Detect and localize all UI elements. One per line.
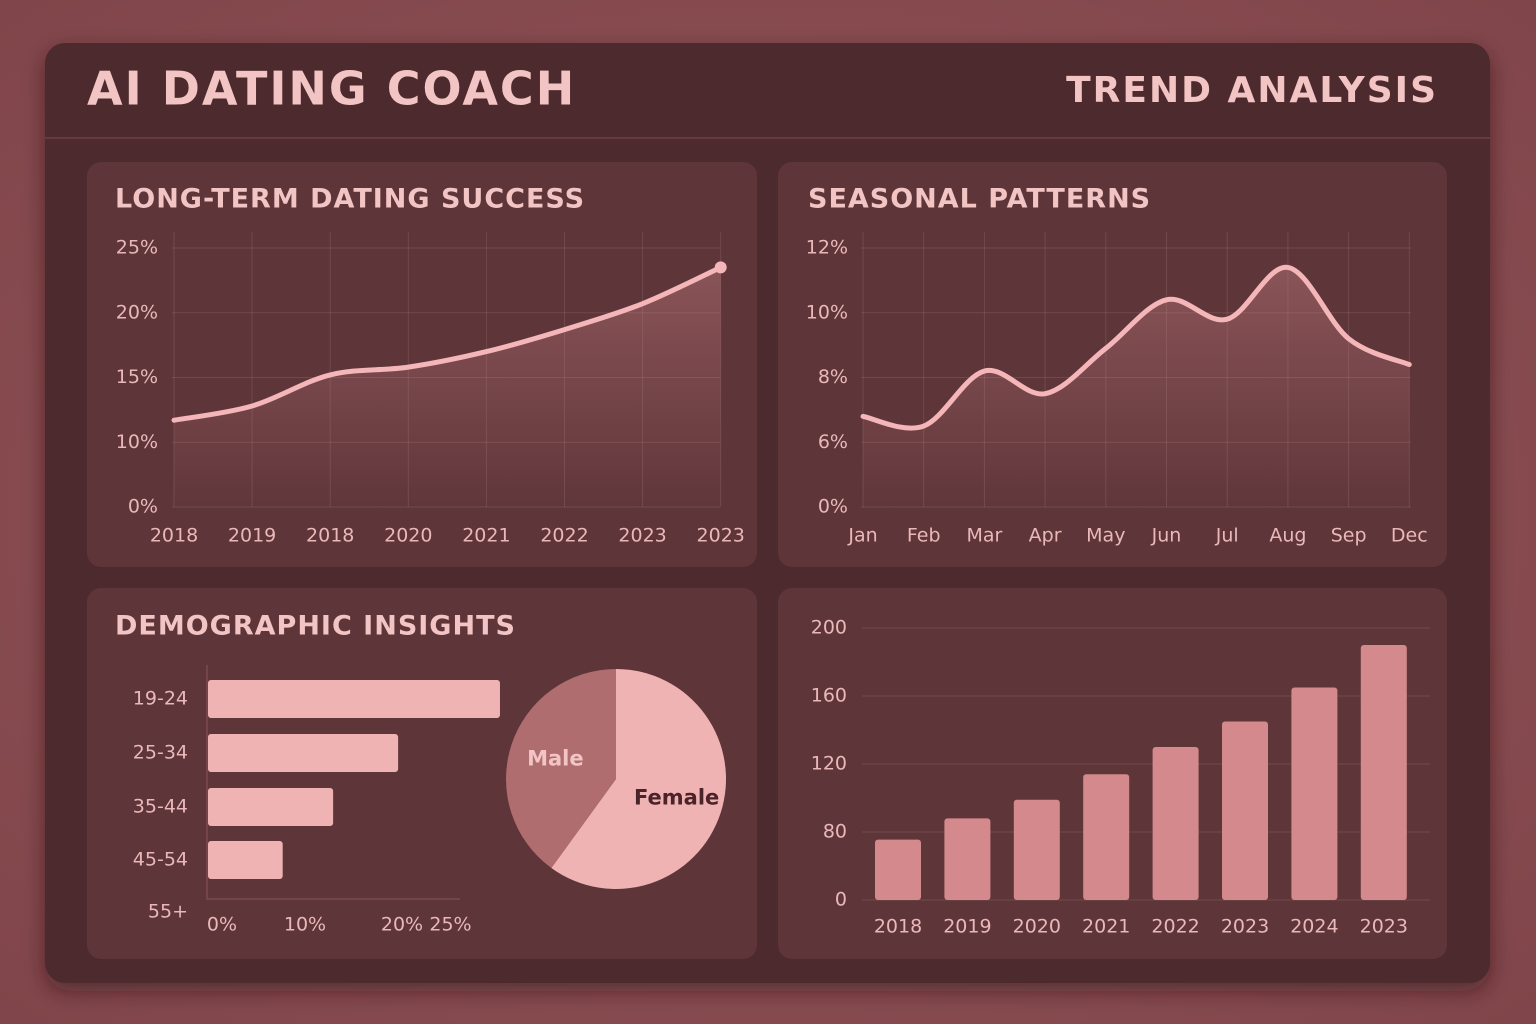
pie-slice (506, 669, 616, 868)
area-fill (174, 267, 721, 507)
x-tick-label: 2020 (384, 525, 432, 547)
x-tick-label: 2024 (1290, 916, 1338, 938)
y-tick-label: 20% (116, 301, 158, 323)
x-tick-label: 2021 (462, 525, 510, 547)
pie-slice (551, 669, 726, 889)
bar (1291, 687, 1338, 900)
x-tick-label: Jul (1215, 525, 1239, 547)
area-fill (863, 267, 1410, 507)
y-tick-label: 15% (116, 366, 158, 388)
y-tick-label: 19-24 (133, 688, 188, 710)
y-tick-label: 25-34 (133, 742, 188, 764)
x-tick-label: 2023 (697, 525, 745, 547)
y-tick-label: 35-44 (133, 796, 188, 818)
y-tick-label: 160 (811, 685, 847, 707)
x-tick-label: Sep (1331, 525, 1367, 547)
x-tick-label: Apr (1029, 525, 1062, 547)
x-tick-label: 2019 (943, 916, 991, 938)
x-tick-label: 10% (284, 914, 326, 936)
panel-title: DEMOGRAPHIC INSIGHTS (115, 611, 516, 642)
pie-label: Female (634, 786, 719, 810)
y-tick-label: 120 (811, 753, 847, 775)
y-tick-label: 0% (128, 496, 158, 518)
x-tick-label: 2018 (874, 916, 922, 938)
line (860, 264, 1412, 431)
x-tick-label: Aug (1269, 525, 1306, 547)
y-tick-label: 200 (811, 617, 847, 639)
line (171, 264, 724, 423)
x-tick-label: Jan (847, 525, 877, 547)
x-tick-label: 25% (429, 914, 471, 936)
x-tick-label: 20% (381, 914, 423, 936)
x-tick-label: 0% (207, 914, 237, 936)
bar (208, 680, 500, 718)
bar (208, 841, 283, 879)
x-tick-label: 2018 (306, 525, 354, 547)
panel-title: SEASONAL PATTERNS (808, 184, 1151, 215)
panel (778, 588, 1447, 959)
y-tick-label: 25% (116, 237, 158, 259)
section-title: TREND ANALYSIS (1066, 70, 1438, 111)
bar (1222, 721, 1268, 900)
bar (944, 818, 991, 900)
panel-title: LONG-TERM DATING SUCCESS (115, 184, 585, 215)
y-tick-label: 10% (116, 431, 158, 453)
x-tick-label: 2023 (1360, 916, 1408, 938)
x-tick-label: 2022 (1151, 916, 1199, 938)
y-tick-label: 12% (806, 237, 848, 259)
y-tick-label: 80 (823, 821, 847, 843)
bar (1013, 799, 1060, 900)
y-tick-label: 55+ (148, 901, 188, 923)
pie-label: Male (527, 746, 584, 770)
bar (1083, 774, 1130, 900)
app-title: AI DATING COACH (87, 62, 576, 116)
bar (208, 788, 334, 826)
bar (875, 839, 921, 900)
end-dot (714, 261, 727, 274)
y-tick-label: 8% (818, 366, 848, 388)
bar (1360, 645, 1407, 900)
bar (1152, 747, 1199, 900)
x-tick-label: Mar (966, 525, 1002, 547)
x-tick-label: 2020 (1013, 916, 1061, 938)
x-tick-label: 2022 (540, 525, 588, 547)
y-tick-label: 10% (806, 301, 848, 323)
x-tick-label: 2019 (228, 525, 276, 547)
x-tick-label: Dec (1391, 525, 1428, 547)
x-tick-label: 2018 (150, 525, 198, 547)
y-tick-label: 45-54 (133, 849, 188, 871)
x-tick-label: 2023 (618, 525, 666, 547)
y-tick-label: 0 (835, 889, 847, 911)
x-tick-label: 2023 (1221, 916, 1269, 938)
x-tick-label: Feb (907, 525, 941, 547)
x-tick-label: 2021 (1082, 916, 1130, 938)
y-tick-label: 6% (818, 431, 848, 453)
y-tick-label: 0% (818, 496, 848, 518)
bar (208, 734, 399, 772)
x-tick-label: May (1086, 525, 1125, 547)
x-tick-label: Jun (1151, 525, 1182, 547)
